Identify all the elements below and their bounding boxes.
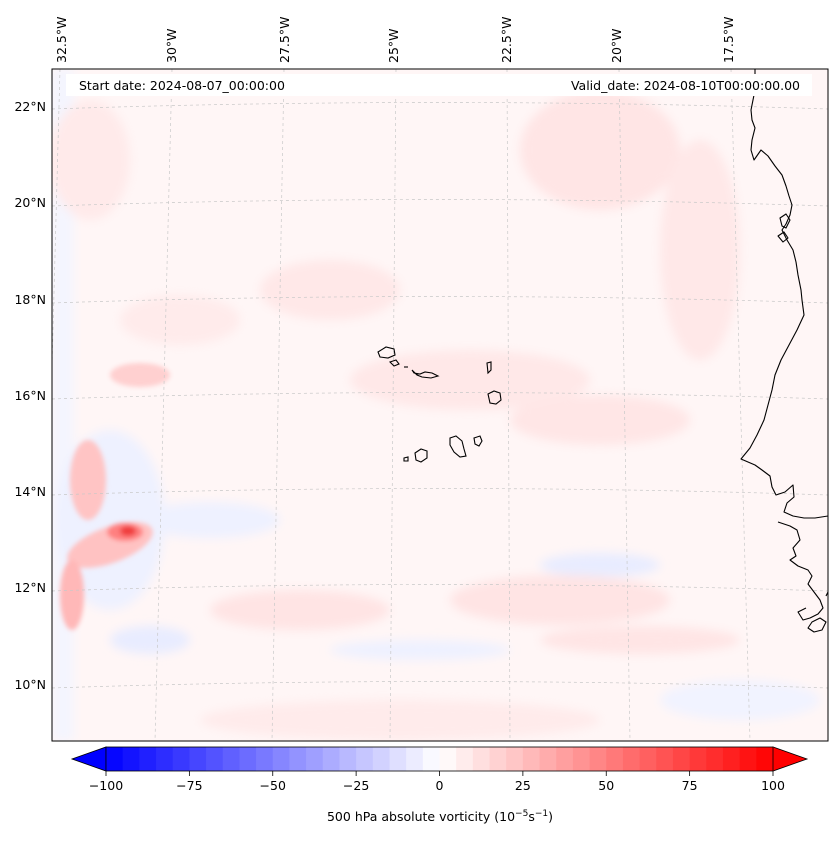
colorbar-tick-label: 75 [682,778,698,793]
colorbar-segment [372,747,391,771]
annotation-box [66,74,812,96]
lon-label-32-5w: 32.5°W [54,17,69,63]
colorbar-segment [339,747,357,771]
colorbar-segment [656,747,674,771]
colorbar-label-exp2: −1 [535,809,548,819]
colorbar-segment [256,747,274,771]
colorbar-segment [139,747,157,771]
lat-label-20n: 20°N [14,195,46,210]
colorbar: −100 −75 −50 −25 0 25 50 75 100 500 hPa absolute… [70,746,809,824]
colorbar-segment [422,747,441,771]
colorbar-tick-label: −50 [260,778,286,793]
africa-coastline [740,69,828,633]
map-plot-area: Start date: 2024-08-07_00:00:00 Valid_da… [52,69,828,741]
colorbar-segment [239,747,257,771]
map-frame [51,68,829,742]
colorbar-segment [206,747,224,771]
colorbar-segment [272,747,291,771]
lon-label-22-5w: 22.5°W [499,17,514,63]
lat-label-18n: 18°N [14,292,46,307]
colorbar-segment [189,747,207,771]
colorbar-segment [222,747,241,771]
colorbar-segment [572,747,591,771]
colorbar-label: 500 hPa absolute vorticity (10−5s−1) [327,809,553,824]
colorbar-segment [489,747,507,771]
colorbar-segment [406,747,424,771]
island-santo-antao [377,346,396,359]
lon-label-20w: 20°W [609,28,624,63]
island-maio [473,435,483,447]
colorbar-tick-label: 100 [761,778,785,793]
gridlines [52,69,828,741]
colorbar-segment [672,747,691,771]
colorbar-tick-label: 0 [436,778,444,793]
colorbar-segment [456,747,474,771]
colorbar-segment [439,747,457,771]
valid-date-label: Valid_date: 2024-08-10T00:00:00.00 [571,78,800,93]
lat-label-16n: 16°N [14,388,46,403]
colorbar-max-arrow [772,746,809,772]
colorbar-segments [106,747,774,771]
colorbar-segment [389,747,407,771]
cape-verde-islands [377,346,502,463]
colorbar-segment [289,747,307,771]
colorbar-segment [322,747,341,771]
colorbar-label-suffix: ) [548,809,553,824]
lon-label-17-5w: 17.5°W [721,17,736,63]
colorbar-tick-label: −100 [89,778,123,793]
colorbar-tick-label: 25 [515,778,531,793]
colorbar-tick-label: −25 [343,778,369,793]
colorbar-segment [506,747,524,771]
colorbar-segment [622,747,641,771]
island-sal [486,361,492,375]
colorbar-tick-label: −75 [176,778,202,793]
colorbar-segment [172,747,190,771]
island-sao-nicolau [411,369,440,379]
colorbar-label-prefix: 500 hPa absolute vorticity (10 [327,809,515,824]
colorbar-segment [706,747,724,771]
colorbar-segment [106,747,124,771]
colorbar-segment [306,747,324,771]
colorbar-min-arrow [70,746,107,772]
colorbar-tick-label: 50 [598,778,614,793]
lat-label-10n: 10°N [14,677,46,692]
colorbar-segment [689,747,707,771]
lon-label-27-5w: 27.5°W [277,17,292,63]
colorbar-segment [556,747,574,771]
longitude-labels: 32.5°W 30°W 27.5°W 25°W 22.5°W 20°W 17.5… [54,17,736,63]
colorbar-segment [522,747,541,771]
lat-label-12n: 12°N [14,580,46,595]
lon-label-25w: 25°W [386,28,401,63]
colorbar-segment [739,747,757,771]
colorbar-segment [639,747,657,771]
start-date-label: Start date: 2024-08-07_00:00:00 [79,78,285,93]
colorbar-ticks: −100 −75 −50 −25 0 25 50 75 100 [89,771,785,793]
colorbar-segment [756,747,774,771]
colorbar-segment [472,747,491,771]
colorbar-segment [589,747,607,771]
island-sao-vicente [388,359,400,367]
lat-label-14n: 14°N [14,484,46,499]
colorbar-segment [539,747,557,771]
island-boa-vista [487,390,502,405]
colorbar-segment [156,747,174,771]
colorbar-label-exp1: −5 [515,809,528,819]
vorticity-max-feature [60,363,170,630]
island-fogo [414,448,428,463]
latitude-labels: 22°N 20°N 18°N 16°N 14°N 12°N 10°N [14,99,46,692]
island-santiago [449,435,467,458]
lon-label-30w: 30°W [164,28,179,63]
colorbar-label-mid: s [528,809,535,824]
colorbar-segment [122,747,140,771]
colorbar-segment [356,747,374,771]
island-brava [403,456,409,462]
lat-label-22n: 22°N [14,99,46,114]
colorbar-segment [722,747,741,771]
colorbar-segment [606,747,624,771]
